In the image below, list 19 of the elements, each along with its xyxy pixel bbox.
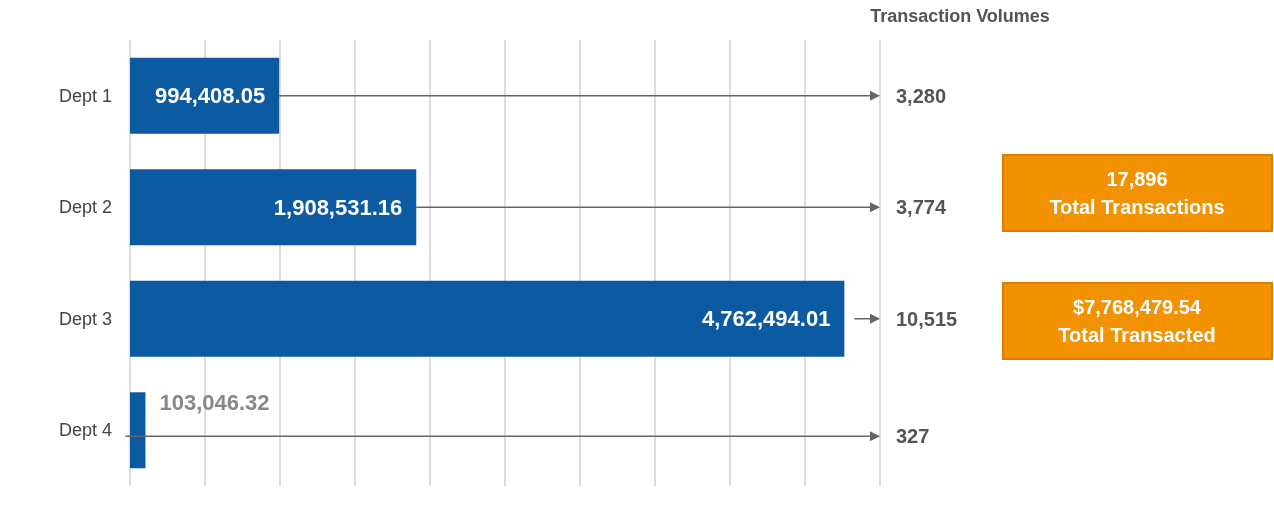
- data-label: 4,762,494.01: [701, 306, 831, 332]
- text: 327: [896, 425, 930, 448]
- y-tick-label: Dept 2: [58, 197, 112, 218]
- y-tick-label: Dept 4: [58, 420, 112, 441]
- y-tick-label: Dept 1: [58, 85, 112, 106]
- data-label: 1,908,531.16: [273, 194, 403, 220]
- text: 3,774: [896, 196, 947, 219]
- text: 17,896 Total Transactions: [1049, 168, 1225, 218]
- text: Transaction Volumes: [870, 6, 1050, 26]
- data-label: 103,046.32: [159, 389, 270, 415]
- bar: [130, 57, 280, 134]
- bar: [130, 392, 146, 469]
- data-label: 994,408.05: [155, 83, 266, 109]
- text: $7,768,479.54 Total Transacted: [1058, 296, 1216, 346]
- text: 10,515: [896, 307, 958, 330]
- y-tick-label: Dept 3: [58, 308, 112, 329]
- bar: [130, 169, 417, 246]
- text: 3,280: [896, 84, 947, 107]
- bar: [130, 280, 845, 357]
